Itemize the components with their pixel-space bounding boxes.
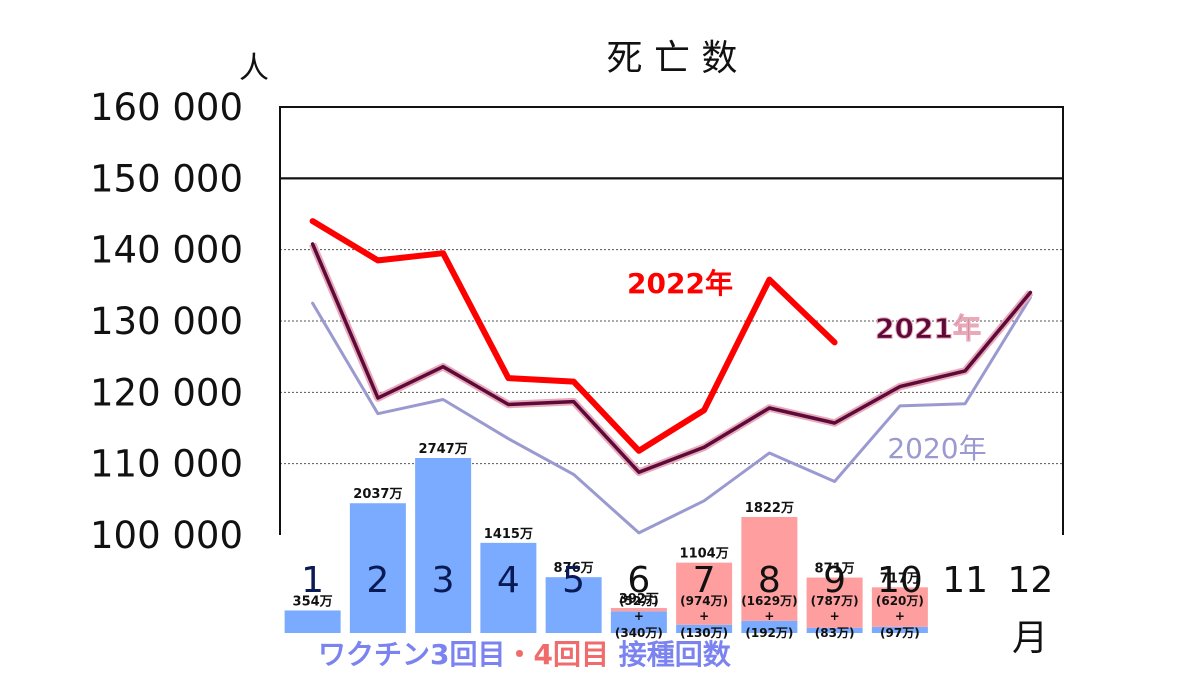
bar-dose3-label-month-9: (83万)	[815, 626, 855, 640]
series-label-2021年: 2021年	[875, 312, 981, 345]
bar-dose3-month-6	[610, 611, 667, 633]
bar-dose3-month-7	[676, 624, 733, 633]
bar-total-label-month-7: 1104万	[680, 547, 729, 562]
bar-plus-month-8: +	[764, 609, 774, 623]
bar-total-label-month-2: 2037万	[353, 487, 402, 502]
x-tick-label-month-6: 6	[627, 560, 650, 601]
series-label-2022年: 2022年	[627, 267, 733, 300]
bar-dose3-month-5	[545, 577, 602, 633]
x-tick-label-month-12: 12	[1007, 560, 1053, 601]
top-frame-box	[279, 106, 1064, 180]
x-tick-label-month-9: 9	[823, 560, 846, 601]
series-line-2020年	[311, 296, 1032, 535]
x-tick-label-month-7: 7	[693, 560, 716, 601]
y-tick-label-120000: 120 000	[90, 371, 243, 414]
x-tick-label-month-5: 5	[562, 560, 585, 601]
x-tick-label-month-11: 11	[942, 560, 988, 601]
bar-total-label-month-1: 354万	[293, 594, 333, 609]
y-tick-label-140000: 140 000	[90, 229, 243, 272]
bar-dose4-label-month-8: (1629万)	[741, 594, 797, 608]
vaccination-caption: ワクチン3回目・4回目 接種回数	[318, 638, 732, 671]
bar-dose3-month-9	[806, 627, 863, 633]
y-tick-label-110000: 110 000	[90, 443, 243, 486]
caption-count: 接種回数	[609, 638, 732, 671]
y-tick-label-160000: 160 000	[90, 86, 243, 129]
y-tick-label-130000: 130 000	[90, 300, 243, 343]
bar-dose3-month-10	[871, 626, 928, 633]
bar-dose4-label-month-9: (787万)	[811, 594, 859, 608]
bar-dose3-month-1	[284, 610, 341, 633]
series-line-2021年	[310, 242, 1033, 474]
x-tick-label-month-8: 8	[758, 560, 781, 601]
bar-dose3-month-3	[415, 458, 472, 633]
bar-dose3-label-month-8: (192万)	[745, 626, 793, 640]
x-tick-label-month-3: 3	[432, 560, 455, 601]
bar-plus-month-9: +	[830, 609, 840, 623]
bar-plus-month-7: +	[699, 609, 709, 623]
bar-dose4-month-10	[871, 587, 928, 627]
x-axis-unit: 月	[1012, 618, 1048, 659]
bar-dose3-label-month-10: (97万)	[880, 626, 920, 640]
bar-dose3-label-month-7: (130万)	[680, 626, 728, 640]
bar-dose4-month-6	[610, 608, 667, 612]
caption-dose3: ワクチン3回目	[318, 638, 505, 671]
bar-dose3-label-month-6: (340万)	[615, 626, 663, 640]
bar-dose4-month-8	[741, 516, 798, 621]
caption-dose4: 4回目	[534, 638, 609, 671]
x-tick-label-month-2: 2	[366, 560, 389, 601]
y-tick-label-150000: 150 000	[90, 157, 243, 200]
bar-total-label-month-6: 392万	[619, 592, 659, 607]
bar-total-label-month-8: 1822万	[745, 501, 794, 516]
caption-sep: ・	[505, 638, 533, 671]
series-line-2022年	[309, 218, 838, 454]
bar-total-label-month-3: 2747万	[419, 442, 468, 457]
bar-dose4-label-month-7: (974万)	[680, 594, 728, 608]
plot-frame	[279, 106, 1064, 535]
bar-dose4-label-month-10: (620万)	[876, 594, 924, 608]
bar-dose4-month-9	[806, 577, 863, 628]
bar-plus-month-6: +	[634, 609, 644, 623]
series-label-2020年: 2020年	[887, 432, 986, 465]
y-axis-unit: 人	[239, 51, 269, 86]
y-tick-label-100000: 100 000	[90, 514, 243, 557]
x-tick-label-month-4: 4	[497, 560, 520, 601]
chart-title: 死 亡 数	[607, 38, 738, 79]
vaccination-bars	[284, 458, 928, 633]
bar-dose3-month-8	[741, 620, 798, 633]
x-tick-label-month-10: 10	[877, 560, 923, 601]
labels-layer: 160 000 150 000 140 000 130 000 120 000 110 0…	[90, 86, 1053, 640]
bar-dose4-month-7	[676, 562, 733, 625]
bar-plus-month-10: +	[895, 609, 905, 623]
bar-dose3-month-2	[349, 503, 406, 633]
bar-dose3-month-4	[480, 542, 537, 633]
bar-total-label-month-10: 717万	[880, 571, 920, 586]
bar-dose4-label-month-6: (52万)	[619, 594, 659, 608]
bar-total-label-month-9: 871万	[815, 562, 855, 577]
bar-total-label-month-4: 1415万	[484, 527, 533, 542]
series-lines	[309, 218, 1034, 535]
bar-total-label-month-5: 876万	[554, 561, 594, 576]
x-tick-label-month-1: 1	[301, 560, 324, 601]
